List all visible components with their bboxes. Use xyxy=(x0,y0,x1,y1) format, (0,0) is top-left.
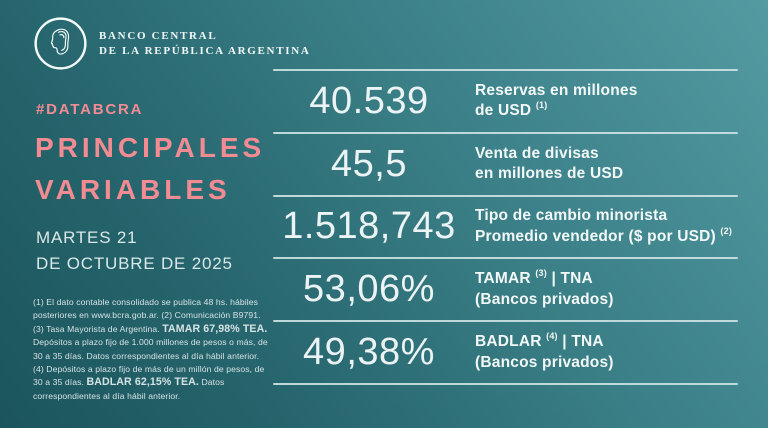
row-label: TAMAR (3) | TNA (Bancos privados) xyxy=(475,268,614,308)
row-label: Tipo de cambio minorista Promedio vendedo… xyxy=(475,207,733,245)
table-row: 49,38% BADLAR (4) | TNA (Bancos privados) xyxy=(273,322,738,383)
report-date: MARTES 21 DE OCTUBRE DE 2025 xyxy=(36,225,233,277)
row-label: Reservas en millones de USD (1) xyxy=(475,81,638,120)
footnote-text: Datos correspondientes al día hábil ante… xyxy=(33,377,225,401)
row-separator xyxy=(273,320,738,323)
table-row: 53,06% TAMAR (3) | TNA (Bancos privados) xyxy=(273,259,738,320)
variables-table: 40.539 Reservas en millones de USD (1) 45… xyxy=(273,69,738,385)
table-row: 45,5 Venta de divisas en millones de USD xyxy=(273,134,738,195)
row-separator xyxy=(273,257,738,260)
row-value: 53,06% xyxy=(303,268,435,311)
table-row: 40.539 Reservas en millones de USD (1) xyxy=(273,71,738,132)
row-value: 1.518,743 xyxy=(282,205,456,248)
row-separator xyxy=(273,131,738,134)
brand-name: BANCO CENTRAL DE LA REPÚBLICA ARGENTINA xyxy=(99,29,311,59)
row-label: BADLAR (4) | TNA (Bancos privados) xyxy=(475,330,614,371)
footnote-text: Depósitos a plazo fijo de 1.000 millones… xyxy=(33,337,268,388)
footnote-highlight: BADLAR 62,15% TEA. xyxy=(86,376,199,389)
row-value: 45,5 xyxy=(331,142,407,185)
footnote-highlight: TAMAR 67,98% TEA. xyxy=(162,322,268,335)
date-line1: MARTES 21 xyxy=(36,228,138,247)
brand-name-line1: BANCO CENTRAL xyxy=(99,29,218,42)
hashtag-label: #DATABCRA xyxy=(36,101,144,118)
brand-header: BANCO CENTRAL DE LA REPÚBLICA ARGENTINA xyxy=(33,16,311,71)
row-separator xyxy=(273,382,738,385)
title-line1: PRINCIPALES xyxy=(35,132,266,163)
bcra-logo-icon xyxy=(33,16,88,71)
row-separator xyxy=(273,194,738,197)
table-row: 1.518,743 Tipo de cambio minorista Promed… xyxy=(273,197,738,258)
footnote-text: (1) El dato contable consolidado se publ… xyxy=(33,297,261,334)
date-line2: DE OCTUBRE DE 2025 xyxy=(36,254,233,273)
title-line2: VARIABLES xyxy=(35,174,231,205)
row-label: Venta de divisas en millones de USD xyxy=(475,144,624,183)
row-separator xyxy=(273,69,738,71)
brand-name-line2: DE LA REPÚBLICA ARGENTINA xyxy=(99,44,311,57)
footnotes: (1) El dato contable consolidado se publ… xyxy=(33,296,271,403)
row-value: 40.539 xyxy=(309,79,429,122)
page-title: PRINCIPALES VARIABLES xyxy=(35,127,265,211)
row-value: 49,38% xyxy=(303,331,435,374)
